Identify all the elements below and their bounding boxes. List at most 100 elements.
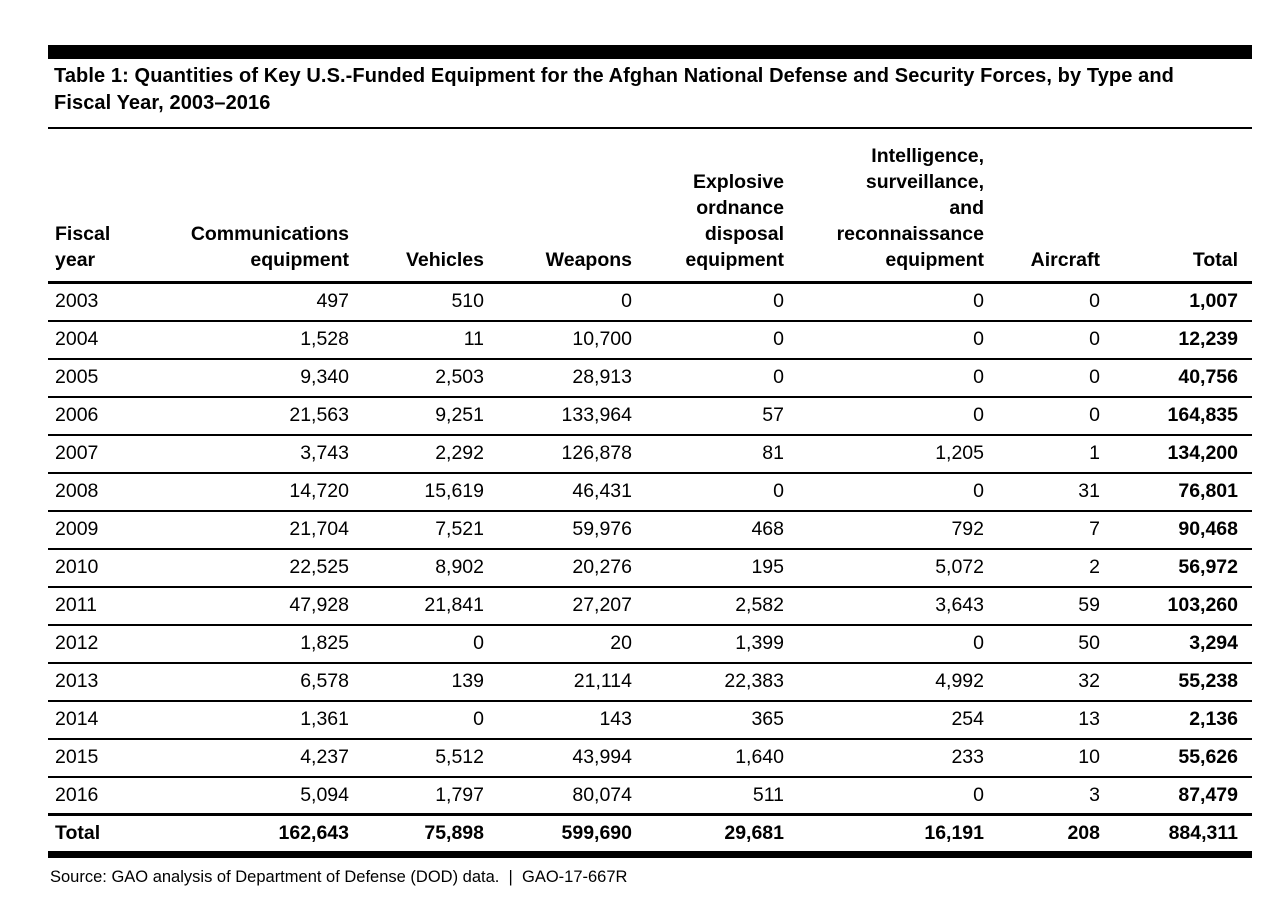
row-total-cell: 55,238: [1114, 662, 1252, 702]
value-cell: 11: [363, 320, 498, 360]
table-row: 2005 9,340 2,503 28,913 0 0 0 40,756: [48, 358, 1252, 398]
fiscal-year-cell: 2009: [48, 510, 148, 550]
value-cell: 0: [798, 358, 998, 398]
value-cell: 43,994: [498, 738, 646, 778]
fiscal-year-cell: 2010: [48, 548, 148, 588]
value-cell: 46,431: [498, 472, 646, 512]
total-row-label: Total: [48, 813, 148, 858]
value-cell: 80,074: [498, 776, 646, 816]
row-total-cell: 76,801: [1114, 472, 1252, 512]
fiscal-year-cell: 2004: [48, 320, 148, 360]
value-cell: 126,878: [498, 434, 646, 474]
value-cell: 21,563: [148, 396, 363, 436]
table-row: 2009 21,704 7,521 59,976 468 792 7 90,468: [48, 510, 1252, 550]
value-cell: 1,205: [798, 434, 998, 474]
total-aircraft: 208: [998, 813, 1114, 858]
table-row: 2008 14,720 15,619 46,431 0 0 31 76,801: [48, 472, 1252, 512]
row-total-cell: 164,835: [1114, 396, 1252, 436]
value-cell: 0: [498, 282, 646, 322]
value-cell: 143: [498, 700, 646, 740]
value-cell: 0: [798, 472, 998, 512]
column-header-total: Total: [1114, 128, 1252, 284]
table-row: 2010 22,525 8,902 20,276 195 5,072 2 56,972: [48, 548, 1252, 588]
source-note: Source: GAO analysis of Department of De…: [50, 868, 628, 886]
value-cell: 10: [998, 738, 1114, 778]
value-cell: 2: [998, 548, 1114, 588]
table-row: 2013 6,578 139 21,114 22,383 4,992 32 55,238: [48, 662, 1252, 702]
value-cell: 1: [998, 434, 1114, 474]
value-cell: 0: [646, 358, 798, 398]
fiscal-year-cell: 2016: [48, 776, 148, 816]
row-total-cell: 56,972: [1114, 548, 1252, 588]
value-cell: 15,619: [363, 472, 498, 512]
total-grand: 884,311: [1114, 813, 1252, 858]
value-cell: 7,521: [363, 510, 498, 550]
table-row: 2004 1,528 11 10,700 0 0 0 12,239: [48, 320, 1252, 360]
value-cell: 27,207: [498, 586, 646, 626]
column-header-weapons: Weapons: [498, 128, 646, 284]
value-cell: 21,114: [498, 662, 646, 702]
value-cell: 0: [798, 320, 998, 360]
value-cell: 81: [646, 434, 798, 474]
value-cell: 792: [798, 510, 998, 550]
value-cell: 0: [646, 320, 798, 360]
table-row: 2015 4,237 5,512 43,994 1,640 233 10 55,626: [48, 738, 1252, 778]
value-cell: 21,841: [363, 586, 498, 626]
value-cell: 9,340: [148, 358, 363, 398]
column-header-isr-equipment: Intelligence, surveillance, and reconnai…: [798, 128, 998, 284]
value-cell: 0: [646, 282, 798, 322]
value-cell: 7: [998, 510, 1114, 550]
table-row: 2011 47,928 21,841 27,207 2,582 3,643 59 103,26…: [48, 586, 1252, 626]
table-row: 2007 3,743 2,292 126,878 81 1,205 1 134,200: [48, 434, 1252, 474]
value-cell: 511: [646, 776, 798, 816]
value-cell: 32: [998, 662, 1114, 702]
value-cell: 133,964: [498, 396, 646, 436]
value-cell: 3,643: [798, 586, 998, 626]
row-total-cell: 134,200: [1114, 434, 1252, 474]
table-body: 2003 497 510 0 0 0 0 1,007 2004 1,528 11 10,700 0 0 0 1…: [48, 282, 1252, 816]
value-cell: 365: [646, 700, 798, 740]
row-total-cell: 2,136: [1114, 700, 1252, 740]
total-isr-equipment: 16,191: [798, 813, 998, 858]
value-cell: 139: [363, 662, 498, 702]
value-cell: 9,251: [363, 396, 498, 436]
table-figure: Table 1: Quantities of Key U.S.-Funded E…: [48, 45, 1252, 887]
table-row: 2003 497 510 0 0 0 0 1,007: [48, 282, 1252, 322]
value-cell: 0: [998, 282, 1114, 322]
total-row: Total 162,643 75,898 599,690 29,681 16,1…: [48, 813, 1252, 858]
value-cell: 0: [798, 776, 998, 816]
value-cell: 20: [498, 624, 646, 664]
table-row: 2012 1,825 0 20 1,399 0 50 3,294: [48, 624, 1252, 664]
header-row: Fiscal year Communications equipment Veh…: [48, 128, 1252, 284]
fiscal-year-cell: 2006: [48, 396, 148, 436]
total-vehicles: 75,898: [363, 813, 498, 858]
value-cell: 2,292: [363, 434, 498, 474]
value-cell: 6,578: [148, 662, 363, 702]
table-row: 2016 5,094 1,797 80,074 511 0 3 87,479: [48, 776, 1252, 816]
value-cell: 47,928: [148, 586, 363, 626]
total-communications-equipment: 162,643: [148, 813, 363, 858]
value-cell: 497: [148, 282, 363, 322]
fiscal-year-cell: 2013: [48, 662, 148, 702]
value-cell: 28,913: [498, 358, 646, 398]
value-cell: 510: [363, 282, 498, 322]
fiscal-year-cell: 2008: [48, 472, 148, 512]
value-cell: 195: [646, 548, 798, 588]
value-cell: 0: [363, 700, 498, 740]
column-header-fiscal-year: Fiscal year: [48, 128, 148, 284]
value-cell: 4,992: [798, 662, 998, 702]
value-cell: 59: [998, 586, 1114, 626]
value-cell: 0: [998, 320, 1114, 360]
value-cell: 2,582: [646, 586, 798, 626]
value-cell: 0: [998, 358, 1114, 398]
column-header-eod-equipment: Explosive ordnance disposal equipment: [646, 128, 798, 284]
value-cell: 59,976: [498, 510, 646, 550]
value-cell: 0: [363, 624, 498, 664]
value-cell: 22,525: [148, 548, 363, 588]
value-cell: 31: [998, 472, 1114, 512]
value-cell: 1,528: [148, 320, 363, 360]
column-header-communications-equipment: Communications equipment: [148, 128, 363, 284]
value-cell: 8,902: [363, 548, 498, 588]
fiscal-year-cell: 2005: [48, 358, 148, 398]
value-cell: 57: [646, 396, 798, 436]
